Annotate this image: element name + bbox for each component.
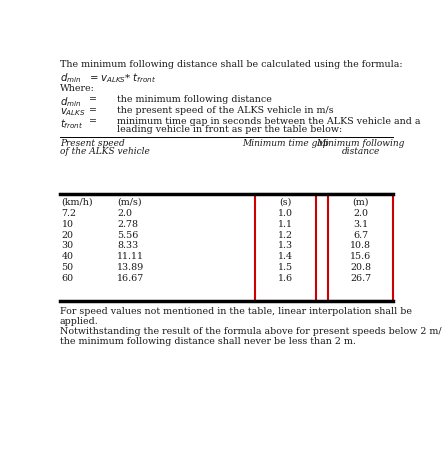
Text: 2.0: 2.0 <box>117 209 132 218</box>
Text: (km/h): (km/h) <box>61 198 93 207</box>
Text: $\mathit{d}_{min}$: $\mathit{d}_{min}$ <box>60 71 81 85</box>
Text: 26.7: 26.7 <box>350 274 371 283</box>
Text: 3.1: 3.1 <box>353 220 368 229</box>
Text: of the ALKS vehicle: of the ALKS vehicle <box>60 147 150 156</box>
Text: minimum time gap in seconds between the ALKS vehicle and a: minimum time gap in seconds between the … <box>117 117 421 126</box>
Text: leading vehicle in front as per the table below:: leading vehicle in front as per the tabl… <box>117 125 343 134</box>
Text: Present speed: Present speed <box>60 139 125 148</box>
Text: 10: 10 <box>61 220 73 229</box>
Text: 15.6: 15.6 <box>350 252 371 261</box>
Text: 6.7: 6.7 <box>353 231 368 240</box>
Text: 10.8: 10.8 <box>350 241 371 251</box>
Text: 1.2: 1.2 <box>278 231 293 240</box>
Text: Minimum following: Minimum following <box>316 139 405 148</box>
Text: For speed values not mentioned in the table, linear interpolation shall be
appli: For speed values not mentioned in the ta… <box>60 307 412 326</box>
Text: The minimum following distance shall be calculated using the formula:: The minimum following distance shall be … <box>60 60 403 69</box>
Text: Where:: Where: <box>60 84 95 92</box>
Text: (m/s): (m/s) <box>117 198 142 207</box>
Text: =: = <box>89 117 97 126</box>
Text: (s): (s) <box>279 198 292 207</box>
Text: =: = <box>89 95 97 104</box>
Text: $\mathit{v}_{ALKS}$: $\mathit{v}_{ALKS}$ <box>60 106 86 118</box>
Text: 1.5: 1.5 <box>278 263 293 272</box>
Text: 2.0: 2.0 <box>353 209 368 218</box>
Text: 11.11: 11.11 <box>117 252 144 261</box>
Text: 50: 50 <box>61 263 73 272</box>
Bar <box>328 194 393 301</box>
Text: 60: 60 <box>61 274 73 283</box>
Text: 16.67: 16.67 <box>117 274 145 283</box>
Text: 5.56: 5.56 <box>117 231 139 240</box>
Text: the minimum following distance: the minimum following distance <box>117 95 272 104</box>
Text: =: = <box>89 106 97 115</box>
Bar <box>255 194 316 301</box>
Text: 1.6: 1.6 <box>278 274 293 283</box>
Text: 7.2: 7.2 <box>61 209 76 218</box>
Text: $\mathit{d}_{min}$: $\mathit{d}_{min}$ <box>60 95 81 109</box>
Text: $= \mathit{v}_{ALKS}$* $\mathit{t}_{front}$: $= \mathit{v}_{ALKS}$* $\mathit{t}_{fron… <box>88 71 156 85</box>
Text: 8.33: 8.33 <box>117 241 138 251</box>
Text: 13.89: 13.89 <box>117 263 145 272</box>
Text: $\mathit{t}_{front}$: $\mathit{t}_{front}$ <box>60 117 83 130</box>
Text: 1.3: 1.3 <box>278 241 293 251</box>
Text: (m): (m) <box>352 198 369 207</box>
Text: 1.0: 1.0 <box>278 209 293 218</box>
Text: the present speed of the ALKS vehicle in m/s: the present speed of the ALKS vehicle in… <box>117 106 334 115</box>
Text: 2.78: 2.78 <box>117 220 138 229</box>
Text: Notwithstanding the result of the formula above for present speeds below 2 m/s
t: Notwithstanding the result of the formul… <box>60 327 442 347</box>
Text: 20.8: 20.8 <box>350 263 371 272</box>
Text: distance: distance <box>341 147 380 156</box>
Text: 40: 40 <box>61 252 73 261</box>
Text: 30: 30 <box>61 241 73 251</box>
Text: 1.4: 1.4 <box>278 252 293 261</box>
Text: Minimum time gap: Minimum time gap <box>242 139 329 148</box>
Text: 1.1: 1.1 <box>278 220 293 229</box>
Text: 20: 20 <box>61 231 73 240</box>
